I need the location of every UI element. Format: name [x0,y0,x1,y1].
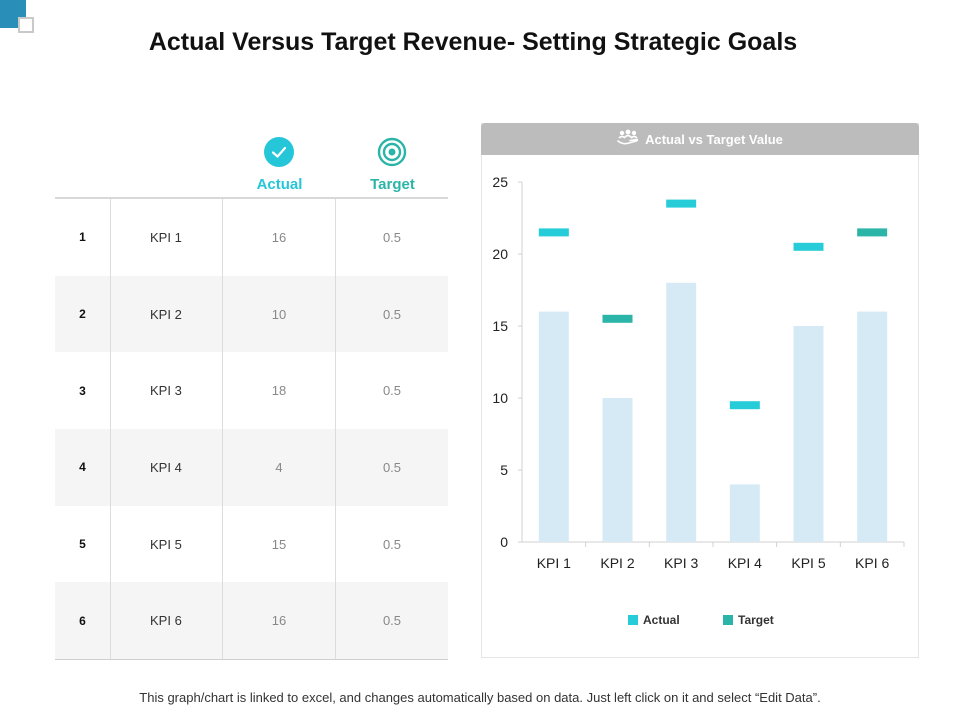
target-value: 0.5 [382,229,402,245]
check-icon [264,137,294,167]
table-row: 2 KPI 2 10 0.5 [55,275,448,353]
kpi-name: KPI 6 [111,582,223,660]
target-icon [377,137,407,167]
y-tick-label: 0 [500,534,508,550]
row-number: 3 [55,352,111,430]
target-marker [729,401,760,410]
x-tick-label: KPI 3 [664,555,698,571]
row-number: 4 [55,429,111,506]
target-header: Target [370,176,415,193]
actual-bar [857,311,888,542]
kpi-name: KPI 2 [111,275,223,353]
header-divider [55,197,448,199]
kpi-name: KPI 3 [111,352,223,430]
legend-actual-label: Actual [643,613,680,627]
actual-bar [729,484,760,542]
bar-chart: 0 5 10 15 20 25 KPI 1 KPI 2 KPI 3 KPI 4 KPI 5 KPI 6… [492,174,905,627]
chart-header: Actual vs Target Value [481,123,919,155]
chart-title: Actual vs Target Value [645,131,783,147]
actual-header: Actual [256,176,303,193]
row-number: 2 [55,275,111,353]
corner-outline-square [18,17,34,33]
target-marker [602,314,633,323]
actual-bar [538,311,569,542]
legend-target-swatch [723,615,733,625]
table-row: 5 KPI 5 15 0.5 [55,505,448,583]
page-title: Actual Versus Target Revenue- Setting St… [148,28,798,56]
target-marker [538,228,569,237]
people-hand-icon [617,129,639,150]
row-number: 1 [55,199,111,276]
target-value: 0.5 [382,459,402,475]
table-body: 1 KPI 1 16 0.5 2 KPI 2 10 0.5 3 KPI 3 18… [55,199,448,661]
x-tick-label: KPI 1 [537,555,571,571]
target-marker [857,228,888,237]
y-tick-label: 25 [492,174,508,190]
kpi-name: KPI 4 [111,429,223,506]
x-tick-label: KPI 4 [728,555,762,571]
target-value: 0.5 [382,536,402,552]
y-tick-label: 5 [500,462,508,478]
table-row: 6 KPI 6 16 0.5 [55,582,448,660]
actual-bar [602,398,633,542]
row-number: 6 [55,582,111,660]
target-value: 0.5 [382,613,402,629]
x-tick-label: KPI 6 [855,555,889,571]
actual-value: 4 [223,429,336,506]
target-marker [793,242,824,251]
target-marker [666,199,697,208]
actual-bar [666,282,697,542]
actual-value: 18 [223,352,336,430]
legend-actual-swatch [628,615,638,625]
table-row: 3 KPI 3 18 0.5 [55,352,448,430]
y-tick-label: 10 [492,390,508,406]
actual-bar [793,326,824,542]
actual-value: 16 [223,199,336,276]
kpi-name: KPI 1 [111,199,223,276]
target-value: 0.5 [382,383,402,399]
chart-panel: Actual vs Target Value 0 5 10 15 20 25 KPI 1 KP… [481,123,919,658]
x-tick-label: KPI 5 [791,555,825,571]
kpi-name: KPI 5 [111,505,223,583]
y-tick-label: 15 [492,318,508,334]
table-row: 1 KPI 1 16 0.5 [55,199,448,276]
x-tick-label: KPI 2 [600,555,634,571]
actual-value: 15 [223,505,336,583]
target-value: 0.5 [382,306,402,322]
footnote: This graph/chart is linked to excel, and… [139,690,821,705]
table-row: 4 KPI 4 4 0.5 [55,429,448,506]
actual-value: 16 [223,582,336,660]
y-tick-label: 20 [492,246,508,262]
legend-target-label: Target [738,613,774,627]
row-number: 5 [55,505,111,583]
actual-value: 10 [223,275,336,353]
